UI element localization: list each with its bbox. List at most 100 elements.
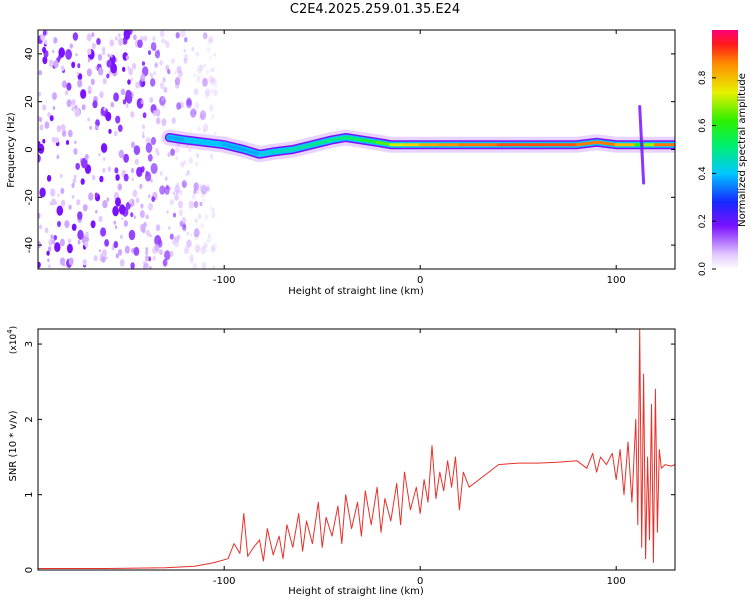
noise-blob <box>98 249 101 253</box>
noise-blob <box>200 246 206 255</box>
noise-blob <box>118 37 124 47</box>
noise-blob <box>197 126 201 132</box>
noise-blob <box>168 226 171 230</box>
noise-blob <box>99 175 104 183</box>
noise-blob <box>66 243 73 254</box>
noise-blob <box>188 200 194 209</box>
noise-blob <box>207 75 213 83</box>
ridge-segment <box>310 138 334 147</box>
colorbar-tick-label: 0.8 <box>698 70 708 85</box>
figure-title: C2E4.2025.259.01.35.E24 <box>289 2 461 17</box>
noise-blob <box>80 89 87 99</box>
noise-blob <box>80 157 88 169</box>
noise-blob <box>48 264 51 269</box>
noise-blob <box>212 78 217 85</box>
ridge-segment <box>242 148 261 156</box>
noise-blob <box>71 183 75 188</box>
noise-blob <box>66 82 72 91</box>
noise-blob <box>152 255 156 261</box>
noise-blob <box>115 174 120 181</box>
noise-blob <box>46 250 50 256</box>
noise-blob <box>140 99 144 105</box>
noise-blob <box>181 217 186 224</box>
noise-blob <box>133 145 141 156</box>
noise-blob <box>50 188 56 197</box>
noise-blob <box>171 238 176 246</box>
noise-blob <box>114 225 118 230</box>
noise-blob <box>53 235 57 241</box>
noise-blob <box>55 137 59 144</box>
noise-blob <box>128 68 133 76</box>
noise-blob <box>183 179 186 183</box>
noise-blob <box>180 30 186 38</box>
noise-blob <box>76 199 81 206</box>
noise-blob <box>84 241 89 248</box>
noise-blob <box>51 238 56 245</box>
noise-blob <box>123 153 129 163</box>
colorbar-label: Normalized spectral amplitude <box>737 73 748 227</box>
noise-blob <box>115 253 120 259</box>
noise-blob <box>214 84 218 89</box>
noise-blob <box>47 258 50 263</box>
noise-blob <box>132 189 138 198</box>
noise-blob <box>206 69 209 75</box>
spectrogram-ridge <box>161 105 675 185</box>
noise-blob <box>212 265 216 269</box>
noise-blob <box>90 220 96 229</box>
noise-blob <box>122 99 127 105</box>
noise-blob <box>213 52 216 57</box>
noise-blob <box>163 86 168 93</box>
noise-blob <box>183 53 189 61</box>
noise-blob <box>87 117 90 122</box>
noise-blob <box>137 39 143 48</box>
noise-blob <box>60 173 63 178</box>
colorbar-tick-label: 0.4 <box>698 166 708 181</box>
spectrogram-xtick-label: 100 <box>607 275 626 286</box>
noise-blob <box>211 247 216 254</box>
noise-blob <box>50 234 54 239</box>
noise-blob <box>120 234 123 240</box>
colorbar-tick-label: 0.6 <box>698 118 708 133</box>
noise-blob <box>120 88 126 96</box>
ridge-segment <box>291 143 314 151</box>
snr-y-label: SNR (10 * v/v) <box>8 410 19 481</box>
noise-blob <box>183 57 188 64</box>
ridge-segment <box>344 136 363 142</box>
noise-blob <box>51 136 56 143</box>
snr-ytick-label: 1 <box>24 492 35 498</box>
noise-blob <box>206 186 210 192</box>
noise-blob <box>38 117 43 123</box>
noise-blob <box>209 153 214 160</box>
spectrogram-panel: -100 0 100 -40 -20 0 20 40 Height of straight l… <box>6 29 676 297</box>
noise-blob <box>204 91 209 99</box>
noise-blob <box>53 37 58 44</box>
noise-blob <box>176 102 182 110</box>
noise-blob <box>156 117 161 125</box>
noise-blob <box>199 185 203 192</box>
noise-blob <box>105 256 108 260</box>
noise-blob <box>167 69 171 75</box>
noise-blob <box>150 178 153 183</box>
noise-blob <box>100 227 107 237</box>
snr-xtick-label: 100 <box>607 576 626 587</box>
noise-blob <box>159 171 163 176</box>
noise-blob <box>148 50 151 55</box>
noise-blob <box>209 205 212 210</box>
noise-blob <box>123 173 129 182</box>
noise-blob <box>54 242 61 253</box>
noise-blob <box>91 42 96 50</box>
noise-blob <box>162 77 166 83</box>
noise-blob <box>71 106 75 112</box>
noise-blob <box>199 114 204 121</box>
noise-blob <box>211 212 216 219</box>
noise-blob <box>210 88 214 94</box>
noise-blob <box>175 146 180 153</box>
noise-blob <box>204 214 209 220</box>
noise-blob <box>198 213 202 219</box>
noise-blob <box>194 234 199 241</box>
noise-blob <box>90 78 95 86</box>
noise-blob <box>61 129 67 137</box>
noise-blob <box>153 71 156 76</box>
noise-blob <box>209 55 212 60</box>
noise-blob <box>76 71 80 76</box>
